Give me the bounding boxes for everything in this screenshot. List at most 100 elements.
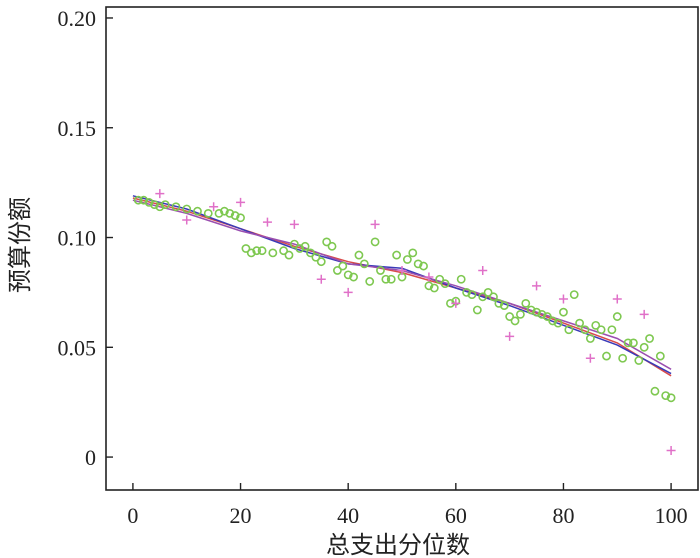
x-tick-label: 100 [655, 503, 688, 528]
circle-point [623, 338, 633, 348]
circle-point [478, 292, 488, 302]
circle-point [230, 211, 240, 220]
circle-point [160, 200, 170, 209]
circle-point [241, 244, 251, 253]
plus-point [289, 219, 299, 229]
circle-point [521, 298, 531, 308]
plus-point [612, 294, 622, 304]
circle-point [666, 393, 676, 403]
circle-point [580, 325, 590, 335]
circle-point [440, 279, 450, 289]
circle-point [424, 281, 434, 291]
circle-point [150, 200, 159, 209]
circle-point [193, 206, 202, 216]
circle-point [413, 259, 423, 269]
y-tick-label: 0.05 [58, 335, 97, 360]
circle-point [338, 261, 348, 271]
x-tick-label: 0 [127, 503, 138, 528]
circle-point [499, 301, 509, 310]
plus-point [585, 353, 595, 363]
circle-point [435, 274, 445, 284]
circle-point [532, 307, 541, 317]
circle-point [639, 342, 649, 352]
circle-point [300, 241, 310, 251]
circle-point [564, 325, 574, 335]
circle-point [494, 298, 504, 308]
circle-point [456, 274, 466, 284]
circle-point [284, 250, 294, 260]
circle-point [133, 195, 143, 205]
y-tick-label: 0.15 [58, 116, 97, 141]
circle-point [472, 305, 482, 315]
plus-point [262, 217, 272, 227]
circle-point [252, 246, 262, 256]
circle-point [661, 391, 671, 400]
plus-point [370, 219, 380, 229]
plot-frame [105, 6, 699, 491]
circle-point [516, 309, 525, 319]
circle-point [322, 237, 332, 247]
circle-point [650, 386, 660, 396]
circle-point [343, 270, 353, 280]
circle-point [548, 316, 558, 326]
circle-point [139, 195, 149, 205]
plus-point [532, 281, 542, 291]
circle-point [591, 320, 601, 330]
circle-point [596, 325, 606, 335]
plus-point [236, 197, 246, 207]
circle-point [225, 208, 235, 218]
circle-point [171, 202, 181, 212]
data-points [133, 189, 676, 455]
circle-point [645, 334, 654, 343]
circle-point [505, 312, 515, 321]
circle-point [392, 250, 402, 260]
circle-point [612, 312, 622, 321]
circle-point [295, 244, 305, 253]
plus-point [478, 265, 488, 275]
circle-point [306, 248, 315, 258]
circle-point [542, 312, 552, 321]
circle-point [236, 213, 245, 223]
circle-point [316, 257, 326, 267]
circle-point [376, 266, 385, 275]
fit-lines [132, 195, 672, 377]
circle-point [559, 307, 568, 317]
circle-point [483, 288, 493, 297]
circle-point [144, 197, 154, 207]
x-axis-ticks: 0 20 40 60 80 100 [127, 483, 688, 528]
circle-point [365, 277, 375, 286]
x-tick-label: 60 [445, 503, 467, 528]
circle-point [467, 290, 477, 300]
plus-point [209, 202, 219, 212]
circle-point [289, 239, 299, 249]
plus-point [451, 298, 461, 308]
circle-point [553, 318, 563, 328]
x-tick-label: 40 [337, 503, 359, 528]
x-axis-title: 总支出分位数 [326, 531, 470, 558]
circle-point [203, 208, 213, 218]
plus-point [505, 331, 515, 341]
circle-point [381, 274, 391, 284]
circle-point [214, 208, 224, 218]
circle-point [510, 316, 520, 326]
plus-point [155, 189, 165, 199]
circle-point [354, 250, 364, 260]
plus-point [639, 309, 649, 319]
plus-point [558, 294, 568, 304]
circle-point [219, 206, 229, 216]
circle-point [537, 309, 547, 319]
circle-point [569, 290, 579, 300]
plus-point [666, 445, 676, 455]
circle-point [585, 334, 595, 343]
circle-point [655, 351, 665, 361]
y-axis-title: 预算份额 [6, 197, 34, 293]
circle-point [618, 353, 628, 363]
circle-point [182, 204, 192, 214]
plus-point [316, 274, 326, 284]
x-tick-label: 20 [230, 503, 252, 528]
y-tick-label: 0 [85, 445, 96, 470]
circle-point [333, 266, 342, 275]
circle-point [629, 338, 638, 348]
circle-point [155, 202, 165, 212]
